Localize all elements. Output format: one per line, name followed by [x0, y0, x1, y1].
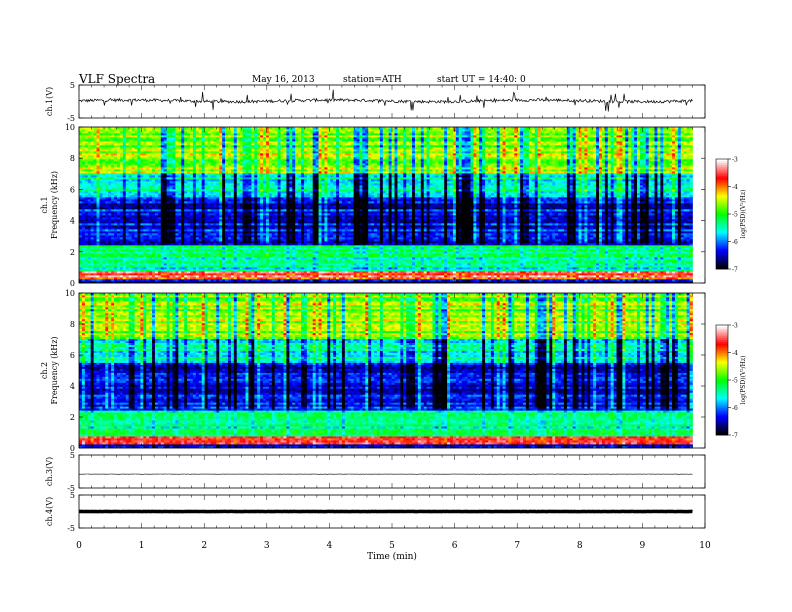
ytick-label-2-1: 2 — [70, 413, 75, 422]
ytick-label-1-5: 10 — [65, 123, 75, 132]
ytick-label-2-5: 10 — [65, 289, 75, 298]
ytick-label-3-0: 5 — [70, 451, 75, 460]
station-label: station=ATH — [343, 75, 402, 85]
xtick-label-8: 8 — [577, 541, 583, 551]
chart-title: VLF Spectra — [79, 72, 155, 86]
colorbar-1 — [716, 159, 728, 270]
colorbar-tick-label-2-4: -7 — [732, 433, 738, 440]
ytick-label-2-0: 0 — [70, 444, 75, 453]
ylabel-1-channel: ch.1 — [40, 196, 49, 213]
colorbar-tick-label-1-2: -5 — [732, 212, 738, 219]
ylabel-2-channel: ch.2 — [40, 362, 49, 379]
ylabel-0: ch.1(V) — [45, 87, 54, 116]
colorbar-tick-label-2-1: -4 — [732, 350, 738, 357]
xtick-label-6: 6 — [452, 541, 458, 551]
ytick-label-4-0: 5 — [70, 491, 75, 500]
colorbar-tick-label-1-1: -4 — [732, 184, 738, 191]
ytick-label-2-3: 6 — [70, 351, 75, 360]
ytick-label-2-2: 4 — [70, 382, 75, 391]
colorbar-label-1: log(PSD)(V²/Hz) — [740, 190, 747, 239]
ytick-label-1-0: 0 — [70, 279, 75, 288]
ytick-label-4-1: -5 — [67, 524, 75, 533]
xtick-label-5: 5 — [389, 541, 395, 551]
colorbar-tick-label-2-2: -5 — [732, 378, 738, 385]
start-time-label: start UT = 14:40: 0 — [437, 75, 526, 85]
xtick-label-10: 10 — [699, 541, 711, 551]
ytick-label-1-2: 4 — [70, 217, 75, 226]
xtick-label-7: 7 — [514, 541, 520, 551]
ytick-label-0-0: 5 — [70, 81, 75, 90]
trace-line-0 — [79, 89, 693, 112]
spectrogram-image-1 — [79, 127, 693, 284]
ylabel-1-frequency: Frequency (kHz) — [50, 171, 59, 239]
xtick-label-3: 3 — [264, 541, 270, 551]
colorbar-2 — [716, 325, 728, 436]
xtick-label-4: 4 — [327, 541, 333, 551]
ytick-label-2-4: 8 — [70, 320, 75, 329]
ylabel-4: ch.4(V) — [45, 497, 54, 526]
ytick-label-1-1: 2 — [70, 248, 75, 257]
xtick-label-0: 0 — [76, 541, 82, 551]
colorbar-tick-label-2-0: -3 — [732, 323, 738, 330]
colorbar-tick-label-2-3: -6 — [732, 405, 738, 412]
date-label: May 16, 2013 — [252, 75, 315, 85]
ylabel-3: ch.3(V) — [45, 457, 54, 486]
ytick-label-1-4: 8 — [70, 154, 75, 163]
ytick-label-1-3: 6 — [70, 185, 75, 194]
xtick-label-1: 1 — [139, 541, 145, 551]
colorbar-tick-label-1-4: -7 — [732, 267, 738, 274]
colorbar-tick-label-1-0: -3 — [732, 157, 738, 164]
xtick-label-2: 2 — [201, 541, 207, 551]
ylabel-2-frequency: Frequency (kHz) — [50, 336, 59, 404]
ytick-label-3-1: -5 — [67, 484, 75, 493]
ytick-label-0-1: -5 — [67, 114, 75, 123]
xtick-label-9: 9 — [640, 541, 646, 551]
colorbar-label-2: log(PSD)(V²/Hz) — [740, 356, 747, 405]
spectrogram-image-2 — [79, 293, 693, 449]
colorbar-tick-label-1-3: -6 — [732, 239, 738, 246]
xaxis-label: Time (min) — [367, 551, 417, 562]
